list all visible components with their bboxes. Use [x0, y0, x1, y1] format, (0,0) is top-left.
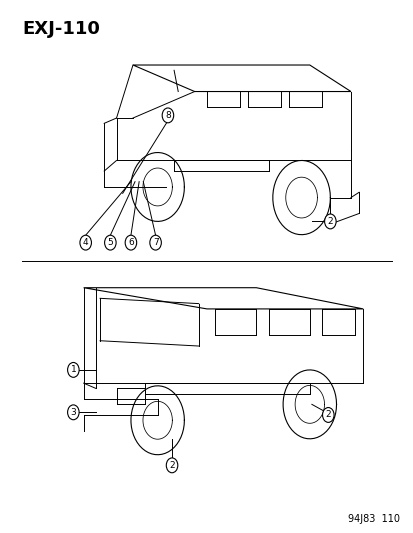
Circle shape [162, 108, 173, 123]
Circle shape [67, 362, 79, 377]
Text: 3: 3 [70, 408, 76, 417]
Circle shape [324, 214, 335, 229]
Text: 8: 8 [165, 111, 171, 120]
Text: 1: 1 [70, 366, 76, 374]
Circle shape [67, 405, 79, 419]
Text: 7: 7 [152, 238, 158, 247]
Circle shape [322, 408, 333, 422]
Text: EXJ-110: EXJ-110 [22, 20, 100, 38]
Text: 2: 2 [325, 410, 330, 419]
Text: 6: 6 [128, 238, 133, 247]
Text: 2: 2 [327, 217, 332, 226]
Circle shape [125, 235, 136, 250]
Circle shape [104, 235, 116, 250]
Text: 5: 5 [107, 238, 113, 247]
Circle shape [166, 458, 177, 473]
Text: 94J83  110: 94J83 110 [347, 514, 399, 523]
Text: 4: 4 [83, 238, 88, 247]
Circle shape [150, 235, 161, 250]
Circle shape [80, 235, 91, 250]
Text: 2: 2 [169, 461, 174, 470]
